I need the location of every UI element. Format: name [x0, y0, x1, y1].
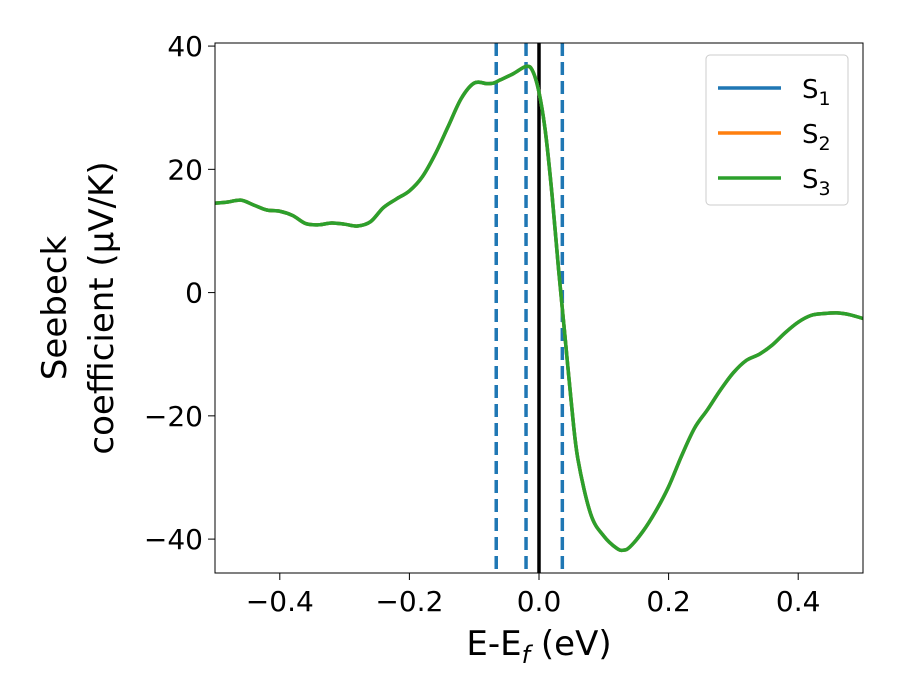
y-tick-label: −20	[144, 400, 203, 433]
legend-label-2: S2	[802, 120, 831, 155]
x-tick-label: 0.2	[646, 585, 691, 618]
legend-box	[705, 54, 849, 206]
x-axis-label: E-Ef (eV)	[466, 624, 611, 669]
y-tick-label: 0	[185, 277, 203, 310]
y-tick-label: −40	[144, 523, 203, 556]
x-axis-label-main: E-E	[466, 624, 521, 664]
y-axis-label-line1: Seebeck	[35, 236, 75, 381]
series-line-3	[215, 64, 863, 553]
x-tick-label: 0.0	[517, 585, 562, 618]
y-tick-label: 20	[167, 153, 203, 186]
y-axis-ticks: −40 −20 0 20 40	[144, 30, 215, 556]
series-lines	[215, 64, 863, 553]
x-axis-ticks: −0.4 −0.2 0.0 0.2 0.4	[246, 573, 821, 618]
y-tick-label: 40	[167, 30, 203, 63]
x-tick-label: −0.2	[375, 585, 443, 618]
legend-label-3: S3	[802, 165, 831, 200]
legend-label-1: S1	[802, 75, 831, 110]
x-tick-label: −0.4	[246, 585, 314, 618]
legend: S1 S2 S3	[705, 54, 849, 206]
x-tick-label: 0.4	[776, 585, 821, 618]
vertical-reference-lines	[494, 43, 565, 573]
x-axis-label-unit: (eV)	[530, 624, 612, 664]
y-axis-label-line2: coefficient (μV/K)	[82, 161, 122, 454]
